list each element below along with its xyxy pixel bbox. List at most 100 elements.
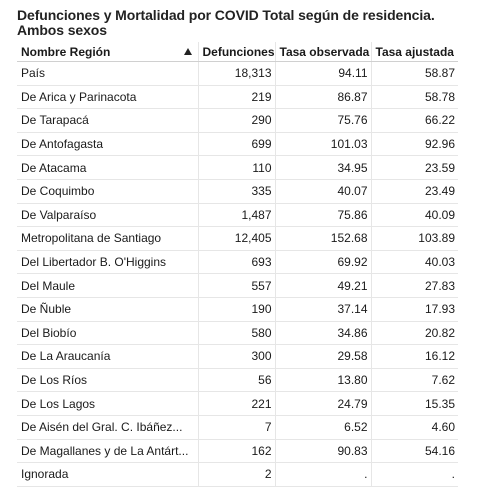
cell-region: Metropolitana de Santiago bbox=[17, 226, 199, 251]
cell-deaths: 190 bbox=[198, 297, 276, 322]
cell-deaths: 221 bbox=[198, 391, 276, 416]
cell-deaths: 162 bbox=[198, 439, 276, 464]
cell-observed-rate: . bbox=[275, 462, 372, 487]
cell-deaths: 290 bbox=[198, 108, 276, 133]
cell-adjusted-rate: 66.22 bbox=[371, 108, 458, 133]
cell-adjusted-rate: 92.96 bbox=[371, 132, 458, 157]
cell-adjusted-rate: 15.35 bbox=[371, 391, 458, 416]
table-title: Defunciones y Mortalidad por COVID Total… bbox=[17, 7, 435, 38]
cell-observed-rate: 49.21 bbox=[275, 273, 372, 298]
cell-deaths: 2 bbox=[198, 462, 276, 487]
cell-deaths: 300 bbox=[198, 344, 276, 369]
cell-adjusted-rate: 40.09 bbox=[371, 203, 458, 228]
table-row: Del Biobío 580 34.86 20.82 bbox=[17, 321, 458, 346]
cell-observed-rate: 37.14 bbox=[275, 297, 372, 322]
cell-observed-rate: 75.76 bbox=[275, 108, 372, 133]
cell-region: Del Biobío bbox=[17, 321, 199, 346]
cell-observed-rate: 29.58 bbox=[275, 344, 372, 369]
cell-adjusted-rate: 58.78 bbox=[371, 85, 458, 110]
cell-region: De Arica y Parinacota bbox=[17, 85, 199, 110]
table-row: De Ñuble 190 37.14 17.93 bbox=[17, 297, 458, 322]
cell-adjusted-rate: 20.82 bbox=[371, 321, 458, 346]
table-body: País 18,313 94.11 58.87 De Arica y Parinacot… bbox=[17, 61, 458, 487]
cell-adjusted-rate: 27.83 bbox=[371, 273, 458, 298]
cell-adjusted-rate: 54.16 bbox=[371, 439, 458, 464]
cell-observed-rate: 152.68 bbox=[275, 226, 372, 251]
table-row: Metropolitana de Santiago 12,405 152.68 103… bbox=[17, 226, 458, 251]
table-row: De Los Lagos 221 24.79 15.35 bbox=[17, 391, 458, 416]
sort-ascending-icon[interactable] bbox=[183, 48, 192, 55]
cell-deaths: 18,313 bbox=[198, 61, 276, 86]
table-row: De Tarapacá 290 75.76 66.22 bbox=[17, 108, 458, 133]
cell-region: De Magallanes y de La Antárt... bbox=[17, 439, 199, 464]
cell-region: De Los Lagos bbox=[17, 391, 199, 416]
cell-deaths: 699 bbox=[198, 132, 276, 157]
cell-region: De Antofagasta bbox=[17, 132, 199, 157]
cell-observed-rate: 90.83 bbox=[275, 439, 372, 464]
cell-observed-rate: 40.07 bbox=[275, 179, 372, 204]
column-header-label: Nombre Región bbox=[21, 44, 111, 59]
table-row: De Antofagasta 699 101.03 92.96 bbox=[17, 132, 458, 157]
cell-region: De La Araucanía bbox=[17, 344, 199, 369]
cell-adjusted-rate: 4.60 bbox=[371, 415, 458, 440]
cell-deaths: 580 bbox=[198, 321, 276, 346]
cell-deaths: 335 bbox=[198, 179, 276, 204]
table-row: País 18,313 94.11 58.87 bbox=[17, 61, 458, 86]
cell-observed-rate: 13.80 bbox=[275, 368, 372, 393]
cell-adjusted-rate: 23.59 bbox=[371, 155, 458, 180]
cell-region: Ignorada bbox=[17, 462, 199, 487]
mortality-table: Nombre Región Defunciones Tasa observada… bbox=[17, 42, 458, 487]
cell-region: De Los Ríos bbox=[17, 368, 199, 393]
cell-region: Del Maule bbox=[17, 273, 199, 298]
cell-observed-rate: 24.79 bbox=[275, 391, 372, 416]
cell-observed-rate: 34.86 bbox=[275, 321, 372, 346]
column-header-observed-rate[interactable]: Tasa observada bbox=[275, 42, 372, 62]
cell-region: De Coquimbo bbox=[17, 179, 199, 204]
cell-observed-rate: 6.52 bbox=[275, 415, 372, 440]
table-row: Del Libertador B. O'Higgins 693 69.92 40.03 bbox=[17, 250, 458, 275]
cell-deaths: 110 bbox=[198, 155, 276, 180]
cell-region: De Ñuble bbox=[17, 297, 199, 322]
cell-deaths: 1,487 bbox=[198, 203, 276, 228]
table-row: De Los Ríos 56 13.80 7.62 bbox=[17, 368, 458, 393]
column-header-deaths[interactable]: Defunciones bbox=[198, 42, 276, 62]
table-row: De Aisén del Gral. C. Ibáñez... 7 6.52 4.60 bbox=[17, 415, 458, 440]
cell-observed-rate: 75.86 bbox=[275, 203, 372, 228]
cell-region: País bbox=[17, 61, 199, 86]
cell-region: De Valparaíso bbox=[17, 203, 199, 228]
cell-adjusted-rate: 7.62 bbox=[371, 368, 458, 393]
cell-region: De Atacama bbox=[17, 155, 199, 180]
cell-deaths: 12,405 bbox=[198, 226, 276, 251]
table-row: Del Maule 557 49.21 27.83 bbox=[17, 273, 458, 298]
cell-adjusted-rate: 40.03 bbox=[371, 250, 458, 275]
table-row: De Magallanes y de La Antárt... 162 90.83 5… bbox=[17, 439, 458, 464]
cell-deaths: 56 bbox=[198, 368, 276, 393]
cell-deaths: 7 bbox=[198, 415, 276, 440]
cell-observed-rate: 69.92 bbox=[275, 250, 372, 275]
cell-observed-rate: 34.95 bbox=[275, 155, 372, 180]
table-row: De Valparaíso 1,487 75.86 40.09 bbox=[17, 203, 458, 228]
cell-deaths: 219 bbox=[198, 85, 276, 110]
column-header-adjusted-rate[interactable]: Tasa ajustada bbox=[371, 42, 458, 62]
cell-adjusted-rate: 103.89 bbox=[371, 226, 458, 251]
cell-observed-rate: 94.11 bbox=[275, 61, 372, 86]
cell-adjusted-rate: 23.49 bbox=[371, 179, 458, 204]
column-header-region[interactable]: Nombre Región bbox=[17, 42, 199, 62]
cell-region: Del Libertador B. O'Higgins bbox=[17, 250, 199, 275]
cell-region: De Aisén del Gral. C. Ibáñez... bbox=[17, 415, 199, 440]
cell-adjusted-rate: 16.12 bbox=[371, 344, 458, 369]
cell-deaths: 693 bbox=[198, 250, 276, 275]
table-row: Ignorada 2.. bbox=[17, 462, 458, 487]
cell-region: De Tarapacá bbox=[17, 108, 199, 133]
cell-observed-rate: 86.87 bbox=[275, 85, 372, 110]
cell-adjusted-rate: . bbox=[371, 462, 458, 487]
table-header-row: Nombre Región Defunciones Tasa observada… bbox=[17, 42, 458, 62]
table-row: De La Araucanía 300 29.58 16.12 bbox=[17, 344, 458, 369]
cell-adjusted-rate: 17.93 bbox=[371, 297, 458, 322]
cell-adjusted-rate: 58.87 bbox=[371, 61, 458, 86]
table-row: De Atacama 110 34.95 23.59 bbox=[17, 155, 458, 180]
cell-observed-rate: 101.03 bbox=[275, 132, 372, 157]
cell-deaths: 557 bbox=[198, 273, 276, 298]
table-row: De Coquimbo 335 40.07 23.49 bbox=[17, 179, 458, 204]
table-row: De Arica y Parinacota 219 86.87 58.78 bbox=[17, 85, 458, 110]
